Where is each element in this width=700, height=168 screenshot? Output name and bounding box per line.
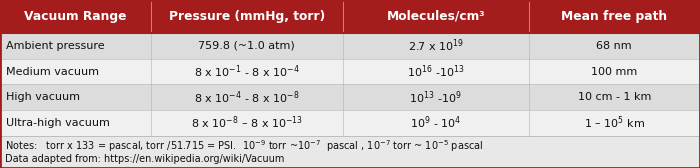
Text: Medium vacuum: Medium vacuum bbox=[6, 67, 99, 76]
Text: 10$^{13}$ -10$^{9}$: 10$^{13}$ -10$^{9}$ bbox=[410, 89, 462, 106]
Text: 759.8 (~1.0 atm): 759.8 (~1.0 atm) bbox=[198, 41, 295, 51]
Bar bbox=[0, 33, 700, 59]
Text: 1 – 10$^{5}$ km: 1 – 10$^{5}$ km bbox=[584, 115, 645, 132]
Text: Notes:   torr x 133 = pascal, torr /51.715 = PSI.  10$^{-9}$ torr ~10$^{-7}$  pa: Notes: torr x 133 = pascal, torr /51.715… bbox=[5, 138, 483, 154]
Text: Vacuum Range: Vacuum Range bbox=[24, 10, 127, 23]
Text: Ultra-high vacuum: Ultra-high vacuum bbox=[6, 118, 109, 128]
Bar bbox=[0, 0, 700, 33]
Text: 100 mm: 100 mm bbox=[591, 67, 638, 76]
Bar bbox=[0, 110, 700, 136]
Text: 10$^{9}$ - 10$^{4}$: 10$^{9}$ - 10$^{4}$ bbox=[410, 115, 461, 132]
Text: 68 nm: 68 nm bbox=[596, 41, 632, 51]
Text: 8 x 10$^{-4}$ - 8 x 10$^{-8}$: 8 x 10$^{-4}$ - 8 x 10$^{-8}$ bbox=[194, 89, 300, 106]
Text: Molecules/cm³: Molecules/cm³ bbox=[386, 10, 485, 23]
Text: High vacuum: High vacuum bbox=[6, 92, 80, 102]
Text: Mean free path: Mean free path bbox=[561, 10, 667, 23]
Bar bbox=[0, 136, 700, 168]
Bar bbox=[0, 59, 700, 85]
Text: 8 x 10$^{-1}$ - 8 x 10$^{-4}$: 8 x 10$^{-1}$ - 8 x 10$^{-4}$ bbox=[194, 63, 300, 80]
Bar bbox=[0, 85, 700, 110]
Text: Ambient pressure: Ambient pressure bbox=[6, 41, 104, 51]
Text: 10$^{16}$ -10$^{13}$: 10$^{16}$ -10$^{13}$ bbox=[407, 63, 465, 80]
Text: 10 cm - 1 km: 10 cm - 1 km bbox=[578, 92, 651, 102]
Text: Pressure (mmHg, torr): Pressure (mmHg, torr) bbox=[169, 10, 325, 23]
Text: 2.7 x 10$^{19}$: 2.7 x 10$^{19}$ bbox=[407, 37, 464, 54]
Text: Data adapted from: https://en.wikipedia.org/wiki/Vacuum: Data adapted from: https://en.wikipedia.… bbox=[5, 154, 284, 164]
Text: 8 x 10$^{-8}$ – 8 x 10$^{-13}$: 8 x 10$^{-8}$ – 8 x 10$^{-13}$ bbox=[190, 115, 303, 132]
